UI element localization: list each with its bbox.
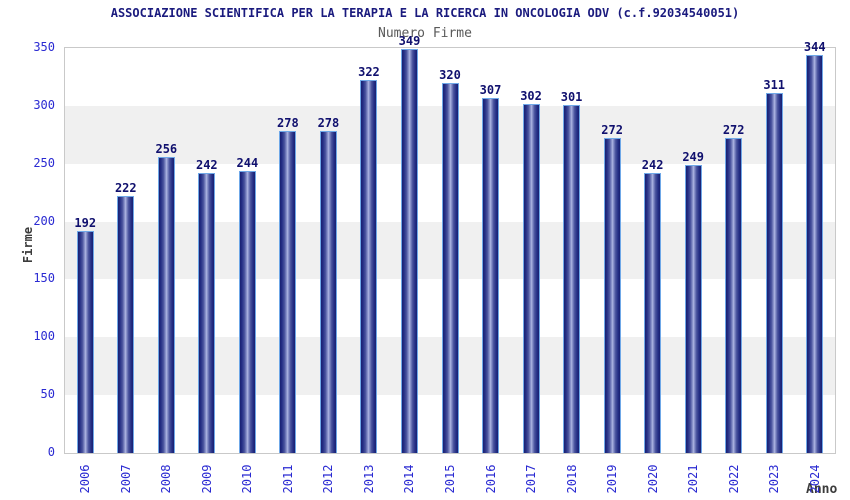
bar-2022 bbox=[725, 138, 743, 453]
y-tick-label: 350 bbox=[33, 40, 55, 54]
y-tick-label: 150 bbox=[33, 271, 55, 286]
x-tick-label: 2011 bbox=[280, 464, 295, 494]
bar-2009 bbox=[198, 172, 216, 453]
bar-2019 bbox=[603, 138, 621, 453]
bar-2016 bbox=[482, 97, 500, 453]
x-tick-label: 2016 bbox=[483, 464, 498, 494]
bar-value-label: 278 bbox=[317, 116, 340, 131]
x-tick-label: 2017 bbox=[524, 464, 539, 494]
bar-value-label: 301 bbox=[560, 89, 583, 104]
x-tick-label: 2023 bbox=[767, 464, 782, 494]
y-tick-label: 200 bbox=[33, 213, 55, 228]
y-tick-label: 300 bbox=[33, 97, 55, 112]
bar-2023 bbox=[765, 93, 783, 453]
bar-2014 bbox=[400, 49, 418, 453]
bar-value-label: 244 bbox=[236, 155, 259, 170]
y-tick-label: 250 bbox=[33, 155, 55, 170]
x-tick-label: 2012 bbox=[321, 464, 336, 494]
bar-value-label: 311 bbox=[763, 78, 786, 93]
y-tick-label: 50 bbox=[40, 387, 55, 402]
bar-value-label: 349 bbox=[398, 34, 421, 49]
bar-2008 bbox=[157, 156, 175, 453]
bar-value-label: 272 bbox=[601, 123, 623, 138]
bar-2017 bbox=[522, 103, 540, 453]
bar-value-label: 242 bbox=[641, 157, 664, 172]
bar-2013 bbox=[360, 80, 378, 453]
x-tick-label: 2024 bbox=[807, 464, 822, 494]
bar-2024 bbox=[806, 54, 824, 453]
x-axis-title: Anno bbox=[806, 482, 838, 497]
x-tick-label: 2021 bbox=[686, 464, 701, 494]
bar-2021 bbox=[684, 164, 702, 453]
bar-value-label: 307 bbox=[479, 82, 502, 97]
bar-value-label: 344 bbox=[803, 39, 826, 54]
bar-value-label: 272 bbox=[722, 123, 745, 138]
x-tick-label: 2006 bbox=[78, 464, 93, 494]
bar-value-label: 256 bbox=[155, 141, 178, 156]
bar-value-label: 278 bbox=[277, 116, 299, 131]
bar-2010 bbox=[238, 170, 256, 453]
x-tick-label: 2019 bbox=[605, 464, 620, 494]
bar-2011 bbox=[279, 131, 297, 453]
x-tick-label: 2013 bbox=[361, 464, 376, 494]
bar-value-label: 249 bbox=[682, 149, 704, 164]
bar-2007 bbox=[117, 196, 135, 453]
bar-2006 bbox=[76, 230, 94, 453]
bar-2015 bbox=[441, 82, 459, 453]
bar-value-label: 222 bbox=[114, 181, 137, 196]
x-tick-label: 2015 bbox=[443, 464, 457, 494]
x-tick-label: 2010 bbox=[240, 464, 255, 494]
x-tick-label: 2009 bbox=[199, 464, 214, 494]
chart-title: ASSOCIAZIONE SCIENTIFICA PER LA TERAPIA … bbox=[110, 6, 740, 20]
bar-value-label: 192 bbox=[74, 215, 97, 230]
chart-subtitle: Numero Firme bbox=[378, 26, 472, 41]
bar-value-label: 322 bbox=[358, 65, 380, 80]
bar-value-label: 320 bbox=[439, 67, 461, 82]
y-tick-label: 0 bbox=[47, 445, 55, 459]
plot-area bbox=[64, 47, 836, 454]
bar-value-label: 242 bbox=[195, 157, 218, 172]
x-tick-label: 2014 bbox=[402, 464, 417, 494]
x-tick-label: 2008 bbox=[159, 464, 174, 494]
bar-value-label: 302 bbox=[520, 88, 542, 103]
y-tick-label: 100 bbox=[33, 329, 55, 344]
x-tick-label: 2022 bbox=[726, 464, 741, 494]
bar-2012 bbox=[319, 131, 337, 453]
x-tick-label: 2018 bbox=[564, 464, 579, 494]
bar-2018 bbox=[563, 104, 581, 453]
x-tick-label: 2007 bbox=[118, 464, 133, 494]
x-tick-label: 2020 bbox=[645, 464, 660, 494]
bar-2020 bbox=[644, 172, 662, 453]
